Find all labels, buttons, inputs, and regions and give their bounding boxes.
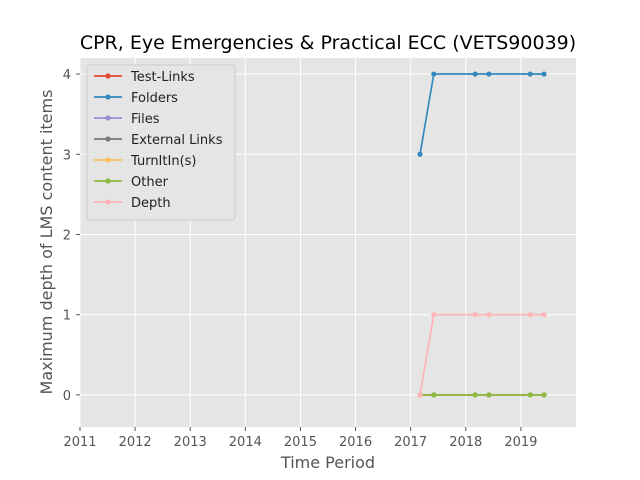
data-point-other xyxy=(541,392,547,398)
series-lines xyxy=(417,71,547,398)
legend-marker xyxy=(105,136,111,142)
data-point-depth xyxy=(417,392,423,398)
legend-item: External Links xyxy=(94,133,223,148)
y-tick-label: 0 xyxy=(63,389,71,404)
legend-item: TurnItIn(s) xyxy=(94,154,196,169)
legend: Test-Links Folders Files External Links Turn… xyxy=(86,64,236,221)
legend-box xyxy=(86,64,236,221)
legend-label: Test-Links xyxy=(130,70,195,85)
data-point-other xyxy=(527,392,533,398)
data-point-other xyxy=(486,392,492,398)
series-folders xyxy=(417,71,547,157)
legend-marker xyxy=(105,94,111,100)
x-tick-label: 2013 xyxy=(174,435,207,450)
data-point-folders xyxy=(472,71,478,77)
data-point-depth xyxy=(541,312,547,318)
legend-marker xyxy=(105,199,111,205)
x-tick-label: 2016 xyxy=(339,435,372,450)
data-point-folders xyxy=(541,71,547,77)
y-tick-label: 1 xyxy=(63,309,71,324)
x-tick-label: 2018 xyxy=(449,435,482,450)
data-point-folders xyxy=(486,71,492,77)
data-point-folders xyxy=(527,71,533,77)
legend-item: Files xyxy=(94,112,160,127)
data-point-depth xyxy=(486,312,492,318)
x-axis-label: Time Period xyxy=(280,453,375,472)
data-point-depth xyxy=(527,312,533,318)
y-tick-label: 4 xyxy=(63,68,71,83)
y-tick-label: 3 xyxy=(63,148,71,163)
legend-marker xyxy=(105,115,111,121)
data-point-folders xyxy=(417,151,423,157)
data-point-other xyxy=(431,392,437,398)
legend-label: Other xyxy=(131,175,169,190)
x-tick-label: 2015 xyxy=(284,435,317,450)
x-tick-label: 2017 xyxy=(394,435,427,450)
legend-marker xyxy=(105,178,111,184)
x-tick-label: 2012 xyxy=(119,435,152,450)
series-depth xyxy=(417,312,547,398)
legend-item: Test-Links xyxy=(94,70,195,85)
axis-ticks: 2011 2012 2013 2014 2015 2016 2017 2018 2019 0 1 2 3… xyxy=(63,68,538,450)
legend-label: Files xyxy=(131,112,160,127)
legend-item: Other xyxy=(94,175,169,190)
legend-item: Depth xyxy=(94,196,171,211)
chart-title: CPR, Eye Emergencies & Practical ECC (VE… xyxy=(80,32,576,54)
data-point-other xyxy=(472,392,478,398)
y-tick-label: 2 xyxy=(63,228,71,243)
data-point-depth xyxy=(431,312,437,318)
data-point-folders xyxy=(431,71,437,77)
x-tick-label: 2019 xyxy=(504,435,537,450)
legend-item: Folders xyxy=(94,91,178,106)
legend-label: TurnItIn(s) xyxy=(130,154,196,169)
legend-label: Folders xyxy=(131,91,178,106)
legend-label: External Links xyxy=(131,133,223,148)
legend-marker xyxy=(105,73,111,79)
x-tick-label: 2014 xyxy=(229,435,262,450)
legend-marker xyxy=(105,157,111,163)
legend-label: Depth xyxy=(131,196,171,211)
y-axis-label: Maximum depth of LMS content items xyxy=(37,90,56,395)
x-tick-label: 2011 xyxy=(63,435,96,450)
data-point-depth xyxy=(472,312,478,318)
